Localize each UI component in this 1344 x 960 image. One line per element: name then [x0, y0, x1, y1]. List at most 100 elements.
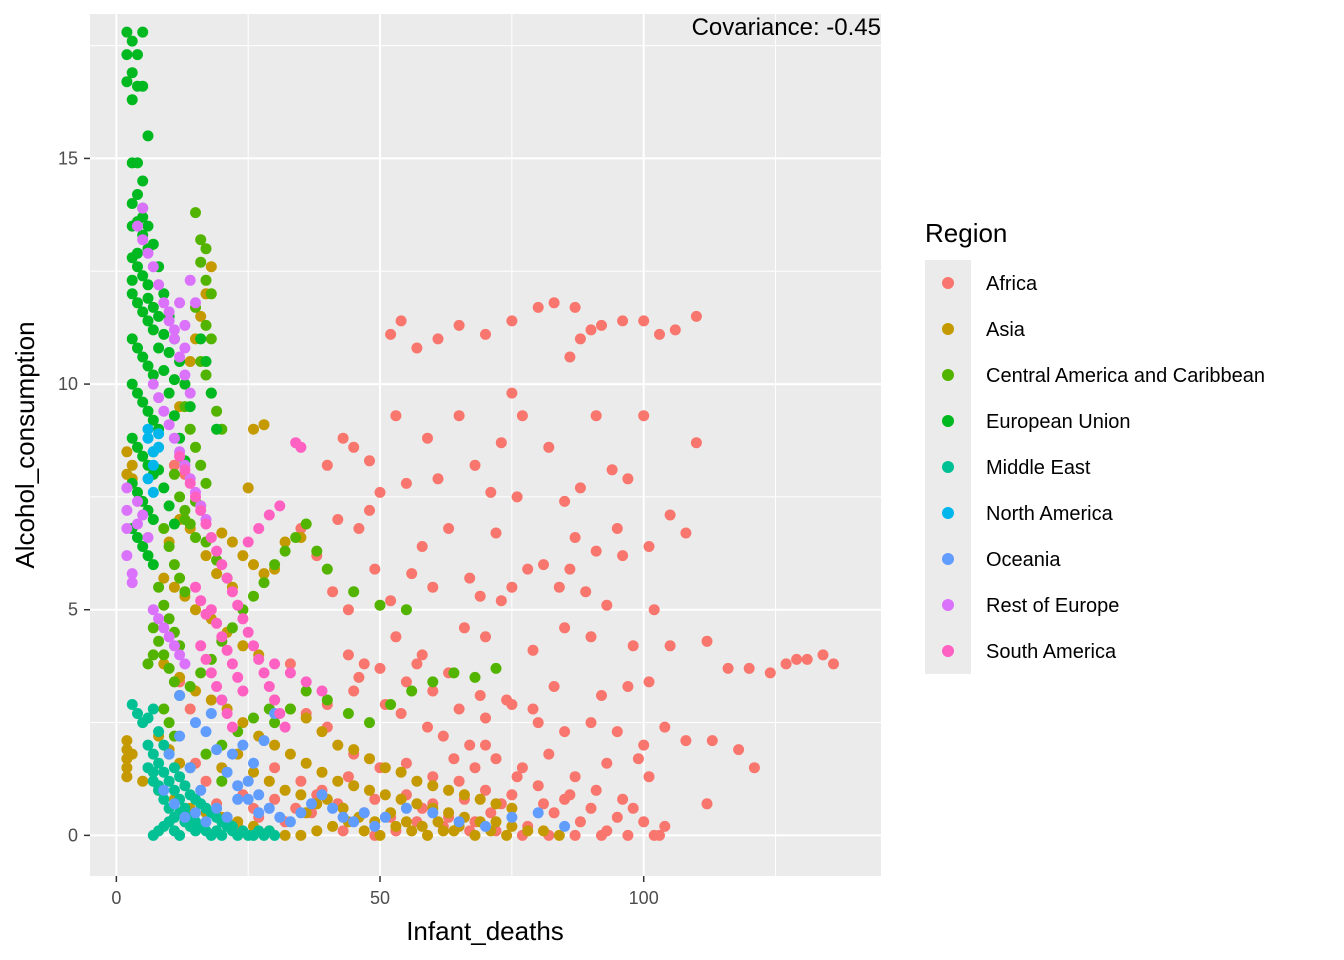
data-point	[195, 234, 207, 246]
data-point	[163, 748, 175, 760]
data-point	[168, 374, 180, 386]
data-point	[437, 825, 449, 837]
data-point	[163, 613, 175, 625]
data-point	[316, 766, 328, 778]
data-point	[358, 825, 370, 837]
data-point	[179, 586, 191, 598]
data-point	[622, 473, 634, 485]
data-point	[205, 667, 217, 679]
data-point	[221, 644, 233, 656]
data-point	[506, 811, 518, 823]
data-point	[200, 726, 212, 738]
data-point	[701, 798, 713, 810]
data-point	[163, 775, 175, 787]
data-point	[168, 333, 180, 345]
data-point	[422, 721, 433, 733]
data-point	[627, 802, 639, 814]
data-point	[553, 581, 565, 593]
data-point	[158, 784, 170, 796]
x-axis-title: Infant_deaths	[406, 916, 564, 946]
data-point	[190, 207, 201, 219]
data-point	[147, 324, 159, 336]
data-point	[274, 708, 286, 719]
data-point	[279, 784, 291, 796]
data-point	[480, 631, 491, 643]
data-point	[132, 297, 143, 309]
data-point	[622, 681, 634, 692]
data-point	[184, 477, 196, 489]
data-point	[132, 49, 143, 61]
data-point	[443, 807, 455, 819]
data-point	[216, 694, 228, 706]
data-point	[147, 414, 159, 426]
data-point	[279, 721, 291, 733]
data-point	[137, 306, 149, 318]
data-point	[174, 771, 186, 783]
data-point	[179, 780, 191, 792]
data-point	[153, 428, 165, 440]
data-point	[168, 784, 180, 796]
data-point	[690, 437, 702, 449]
legend-label: Oceania	[986, 549, 1061, 571]
data-point	[216, 631, 228, 643]
data-point	[284, 658, 296, 670]
data-point	[532, 717, 544, 729]
data-point	[490, 816, 502, 828]
data-point	[226, 721, 238, 733]
legend-label: Middle East	[986, 457, 1091, 479]
data-point	[142, 432, 154, 444]
data-point	[290, 532, 302, 543]
data-point	[453, 410, 465, 422]
data-point	[327, 820, 339, 832]
data-point	[664, 640, 676, 652]
data-point	[147, 301, 159, 313]
data-point	[342, 708, 354, 719]
data-point	[411, 775, 423, 787]
data-point	[211, 545, 223, 557]
data-point	[596, 319, 607, 331]
data-point	[153, 441, 165, 453]
data-point	[168, 581, 180, 593]
data-point	[274, 811, 286, 823]
data-point	[427, 581, 439, 593]
data-point	[168, 459, 180, 471]
data-point	[137, 450, 149, 462]
data-point	[643, 541, 655, 552]
data-point	[553, 829, 565, 841]
data-point	[690, 310, 702, 322]
data-point	[284, 748, 296, 760]
data-point	[342, 649, 354, 661]
data-point	[158, 328, 170, 340]
data-point	[190, 581, 201, 593]
data-point	[574, 816, 586, 828]
data-point	[348, 685, 360, 697]
data-point	[147, 559, 159, 571]
data-point	[279, 545, 291, 557]
data-point	[516, 762, 528, 774]
legend-key	[942, 277, 954, 289]
data-point	[269, 829, 281, 841]
data-point	[153, 613, 165, 625]
data-point	[706, 735, 718, 747]
data-point	[400, 676, 412, 688]
data-point	[158, 482, 170, 494]
data-point	[337, 825, 349, 837]
data-point	[385, 328, 397, 340]
data-point	[147, 622, 159, 634]
data-point	[147, 514, 159, 525]
data-point	[474, 590, 486, 602]
data-point	[269, 717, 281, 729]
data-point	[142, 279, 154, 291]
data-point	[263, 775, 275, 787]
data-point	[490, 527, 502, 539]
data-point	[416, 820, 428, 832]
data-point	[132, 532, 143, 543]
data-point	[158, 793, 170, 805]
legend-key	[942, 553, 954, 565]
data-point	[617, 550, 629, 562]
data-point	[232, 671, 244, 683]
data-point	[137, 775, 149, 787]
covariance-annotation: Covariance: -0.45	[692, 14, 881, 41]
data-point	[121, 523, 133, 534]
data-point	[369, 793, 381, 805]
